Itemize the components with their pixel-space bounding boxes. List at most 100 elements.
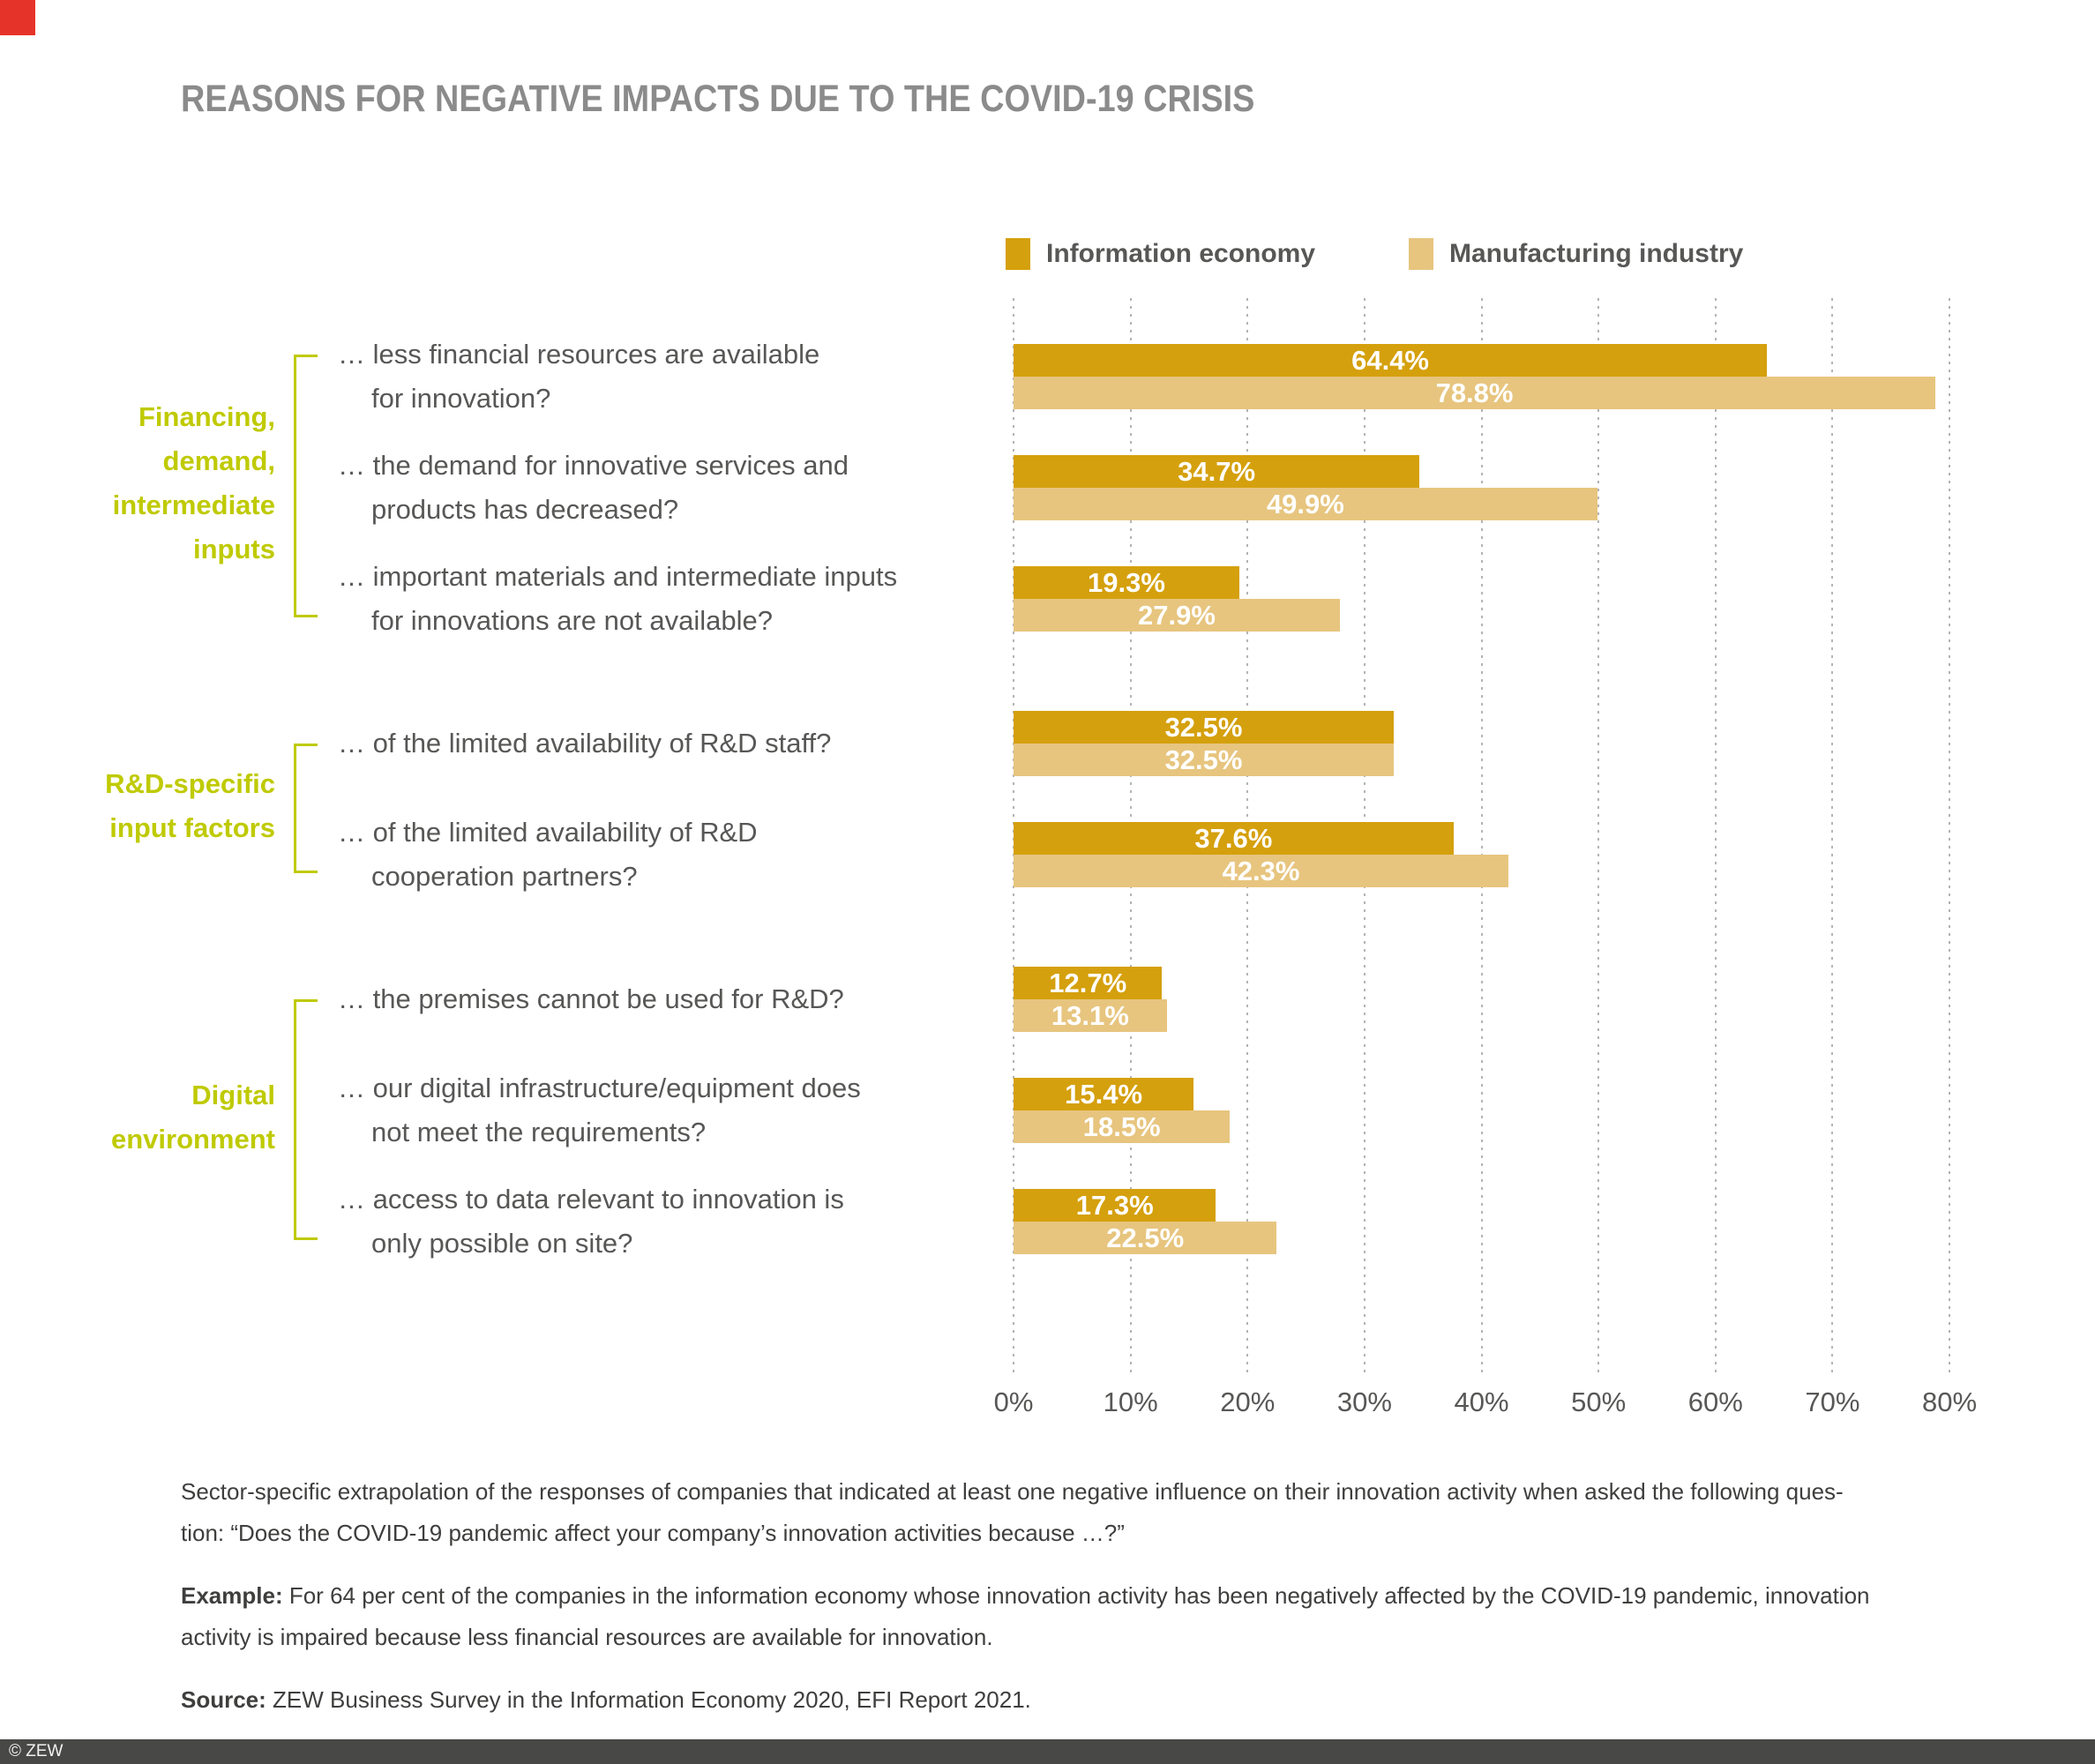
legend: Information economy Manufacturing indust… <box>0 238 2095 273</box>
legend-label-information-economy: Information economy <box>1046 239 1316 268</box>
bar-category-label: … the premises cannot be used for R&D? <box>338 977 995 1021</box>
bar-category-label: … our digital infrastructure/equipment d… <box>338 1066 995 1155</box>
bar-category-label-line: products has decreased? <box>371 494 679 525</box>
group-label-line: intermediate <box>112 490 275 520</box>
bar-category-label-line: … of the limited availability of R&D sta… <box>338 728 832 759</box>
bar-value-label: 15.4% <box>1065 1078 1143 1110</box>
bar-information-economy: 64.4% <box>1014 344 1768 377</box>
bar-category-label: … the demand for innovative services and… <box>338 444 995 532</box>
bar-value-label: 17.3% <box>1075 1189 1154 1221</box>
bar-information-economy: 12.7% <box>1014 967 1163 999</box>
footnotes: Sector-specific extrapolation of the res… <box>181 1471 2002 1742</box>
group-label-line: inputs <box>193 534 275 564</box>
bar-information-economy: 17.3% <box>1014 1189 1216 1222</box>
axis-tick-label: 50% <box>1571 1387 1627 1417</box>
bar-value-label: 78.8% <box>1435 377 1514 408</box>
axis-tick-label: 20% <box>1220 1387 1276 1417</box>
bar-information-economy: 37.6% <box>1014 822 1454 855</box>
group-label-line: Financing, <box>138 401 275 432</box>
bar-manufacturing-industry: 32.5% <box>1014 744 1395 776</box>
gridline <box>1714 298 1717 1376</box>
axis-tick-label: 30% <box>1336 1387 1392 1417</box>
bar-manufacturing-industry: 27.9% <box>1014 599 1341 632</box>
bar-category-label: … of the limited availability of R&D coop… <box>338 811 995 899</box>
bar-category-label: … access to data relevant to innovation … <box>338 1177 995 1266</box>
axis-tick-label: 10% <box>1103 1387 1158 1417</box>
bar-value-label: 32.5% <box>1164 744 1243 775</box>
legend-swatch-manufacturing-industry <box>1409 238 1433 270</box>
copyright-text: © ZEW <box>9 1742 64 1760</box>
legend-label-manufacturing-industry: Manufacturing industry <box>1449 239 1744 268</box>
bar-category-label-line: for innovations are not available? <box>371 605 773 636</box>
bar-value-label: 13.1% <box>1051 999 1129 1031</box>
bar-value-label: 49.9% <box>1266 488 1344 519</box>
legend-swatch-information-economy <box>1006 238 1030 270</box>
gridline <box>1480 298 1483 1376</box>
bar-value-label: 37.6% <box>1194 822 1273 854</box>
bar-category-label-line: … the premises cannot be used for R&D? <box>338 983 844 1014</box>
bar-information-economy: 15.4% <box>1014 1078 1194 1110</box>
group-bracket <box>294 999 318 1240</box>
bar-manufacturing-industry: 42.3% <box>1014 855 1508 887</box>
legend-item-manufacturing-industry: Manufacturing industry <box>1409 238 1743 270</box>
group-label-line: R&D-specific <box>105 767 275 799</box>
axis-tick-label: 40% <box>1454 1387 1509 1417</box>
bar-category-label-line: only possible on site? <box>371 1228 633 1259</box>
bar-manufacturing-industry: 13.1% <box>1014 999 1167 1032</box>
bar-value-label: 42.3% <box>1222 855 1300 886</box>
bar-category-label: … of the limited availability of R&D sta… <box>338 721 995 766</box>
brand-corner-marker <box>0 0 35 35</box>
group-bracket <box>294 744 318 873</box>
bar-value-label: 32.5% <box>1164 711 1243 743</box>
axis-tick-label: 0% <box>993 1387 1034 1417</box>
bar-manufacturing-industry: 18.5% <box>1014 1110 1231 1143</box>
bar-value-label: 19.3% <box>1088 566 1165 598</box>
footnote-example-text: For 64 per cent of the companies in the … <box>181 1582 1870 1650</box>
page-title: REASONS FOR NEGATIVE IMPACTS DUE TO THE … <box>181 78 1255 120</box>
axis-tick-label: 70% <box>1805 1387 1860 1417</box>
bar-category-label-line: … the demand for innovative services and <box>338 450 849 481</box>
group-label-line: environment <box>110 1123 275 1155</box>
bar-value-label: 22.5% <box>1106 1222 1185 1253</box>
gridline <box>1831 298 1834 1376</box>
bar-value-label: 12.7% <box>1049 967 1127 998</box>
group-label: R&D-specific input factors <box>16 762 275 850</box>
bar-category-label-line: not meet the requirements? <box>371 1117 707 1147</box>
bar-information-economy: 19.3% <box>1014 566 1239 599</box>
bar-category-label-line: … important materials and intermediate i… <box>338 561 898 592</box>
copyright-bar: © ZEW <box>0 1739 2095 1764</box>
bar-category-label-line: cooperation partners? <box>371 861 638 892</box>
footnote-source-label: Source: <box>181 1686 266 1713</box>
bar-category-label: … important materials and intermediate i… <box>338 555 995 643</box>
footnote-method-text: Sector-specific extrapolation of the res… <box>181 1478 1844 1546</box>
bar-value-label: 27.9% <box>1138 599 1216 631</box>
bar-category-label-line: … of the limited availability of R&D <box>338 817 758 848</box>
bar-category-label-line: … access to data relevant to innovation … <box>338 1184 844 1215</box>
axis-tick-label: 60% <box>1687 1387 1743 1417</box>
group-label: Digital environment <box>16 1073 275 1162</box>
bar-value-label: 34.7% <box>1178 455 1256 487</box>
bar-manufacturing-industry: 78.8% <box>1014 377 1936 409</box>
bar-category-label-line: for innovation? <box>371 383 551 414</box>
footnote-source-text: ZEW Business Survey in the Information E… <box>273 1686 1031 1713</box>
bar-category-label-line: … less financial resources are available <box>338 339 820 370</box>
group-label-line: input factors <box>109 811 275 843</box>
legend-item-information-economy: Information economy <box>1006 238 1315 270</box>
footnote-source: Source: ZEW Business Survey in the Infor… <box>181 1679 2002 1721</box>
group-label-line: demand, <box>162 445 275 476</box>
axis-tick-label: 80% <box>1921 1387 1978 1417</box>
bar-category-label: … less financial resources are available… <box>338 333 995 421</box>
bar-value-label: 64.4% <box>1351 344 1429 376</box>
gridline <box>1597 298 1600 1376</box>
bar-information-economy: 32.5% <box>1014 711 1395 744</box>
bar-value-label: 18.5% <box>1082 1110 1161 1142</box>
bar-manufacturing-industry: 22.5% <box>1014 1222 1277 1254</box>
gridline <box>1949 298 1950 1376</box>
group-bracket <box>294 355 318 617</box>
footnote-example: Example: For 64 per cent of the companie… <box>181 1575 2002 1658</box>
bar-manufacturing-industry: 49.9% <box>1014 488 1597 520</box>
bar-category-label-line: … our digital infrastructure/equipment d… <box>338 1073 861 1103</box>
group-label-line: Digital <box>191 1079 275 1110</box>
